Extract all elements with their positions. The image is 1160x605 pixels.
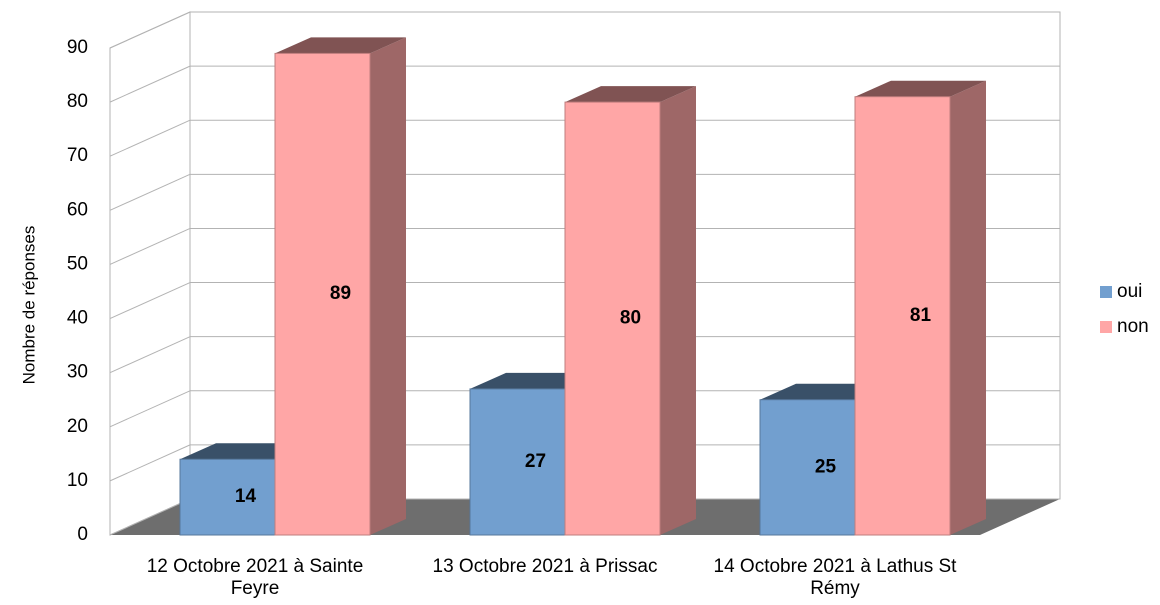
bar xyxy=(564,101,661,536)
y-tick-label: 50 xyxy=(67,253,88,274)
bar xyxy=(179,458,276,536)
y-tick-label: 60 xyxy=(67,199,88,220)
y-tick-label: 10 xyxy=(67,470,88,491)
grid-line xyxy=(109,444,191,482)
value-label: 89 xyxy=(330,283,351,304)
y-tick-label: 40 xyxy=(67,308,88,329)
grid-line xyxy=(109,498,191,536)
value-label: 14 xyxy=(235,486,257,507)
y-axis-label: Nombre de réponses xyxy=(19,226,38,385)
bar xyxy=(274,52,371,536)
grid-line xyxy=(109,65,191,103)
grid-line xyxy=(109,119,191,157)
bar-top xyxy=(275,37,406,54)
bar-top xyxy=(565,86,696,103)
bar-side xyxy=(950,80,986,535)
bar xyxy=(469,388,566,536)
y-tick-label: 0 xyxy=(77,524,88,545)
value-label: 27 xyxy=(525,451,546,472)
y-tick-label: 70 xyxy=(67,145,88,166)
side-wall xyxy=(109,11,191,536)
grid-line xyxy=(109,227,191,265)
value-label: 25 xyxy=(815,456,837,477)
x-tick-label: 12 Octobre 2021 à Sainte Feyre xyxy=(146,556,364,599)
x-tick-label: 13 Octobre 2021 à Prissac xyxy=(432,556,658,577)
bar xyxy=(854,96,951,536)
y-tick-label: 20 xyxy=(67,416,88,437)
bar-top xyxy=(855,80,986,97)
legend-swatch xyxy=(1100,286,1112,298)
y-tick-label: 80 xyxy=(67,91,88,112)
y-tick-label: 90 xyxy=(67,37,88,58)
grid-line xyxy=(109,390,191,428)
grid-line xyxy=(109,336,191,374)
grid-line xyxy=(109,11,191,49)
legend-swatch xyxy=(1100,321,1112,333)
bar-side xyxy=(370,37,406,536)
x-tick-label: 14 Octobre 2021 à Lathus St Rémy xyxy=(713,556,957,599)
bar xyxy=(759,399,856,536)
grid-line xyxy=(109,282,191,320)
grid-line xyxy=(109,173,191,211)
value-label: 80 xyxy=(620,308,641,329)
legend-label: oui xyxy=(1117,281,1142,302)
legend-label: non xyxy=(1117,316,1149,337)
value-label: 81 xyxy=(910,305,932,326)
bar-side xyxy=(660,86,696,535)
y-tick-label: 30 xyxy=(67,362,88,383)
